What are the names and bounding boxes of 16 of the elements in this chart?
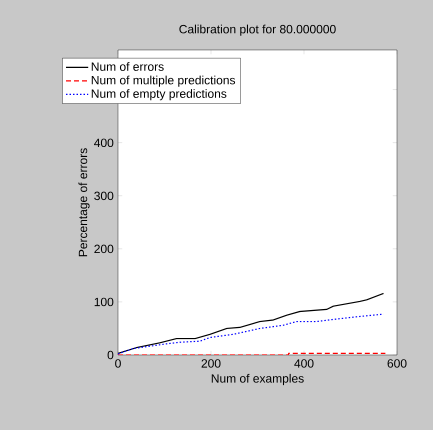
legend-label: Num of empty predictions <box>92 89 226 100</box>
legend-label: Num of errors <box>92 62 164 71</box>
x-tick-label: 400 <box>294 359 314 368</box>
y-tick-label: 100 <box>94 298 114 306</box>
legend-label: Num of multiple predictions <box>92 76 236 87</box>
line-series <box>118 314 384 355</box>
y-tick-label: 400 <box>94 138 114 148</box>
y-tick-label: 300 <box>94 192 114 200</box>
y-tick-label: 200 <box>94 244 114 254</box>
y-tick-label: 0 <box>108 350 114 360</box>
y-axis-title: Percentage of errors <box>78 148 90 256</box>
x-axis-title: Num of examples <box>212 374 304 386</box>
x-tick-label: 600 <box>388 359 407 368</box>
x-tick-label: 0 <box>115 359 121 368</box>
x-tick-label: 200 <box>202 359 221 368</box>
chart-title: Calibration plot for 80.000000 <box>179 24 336 36</box>
